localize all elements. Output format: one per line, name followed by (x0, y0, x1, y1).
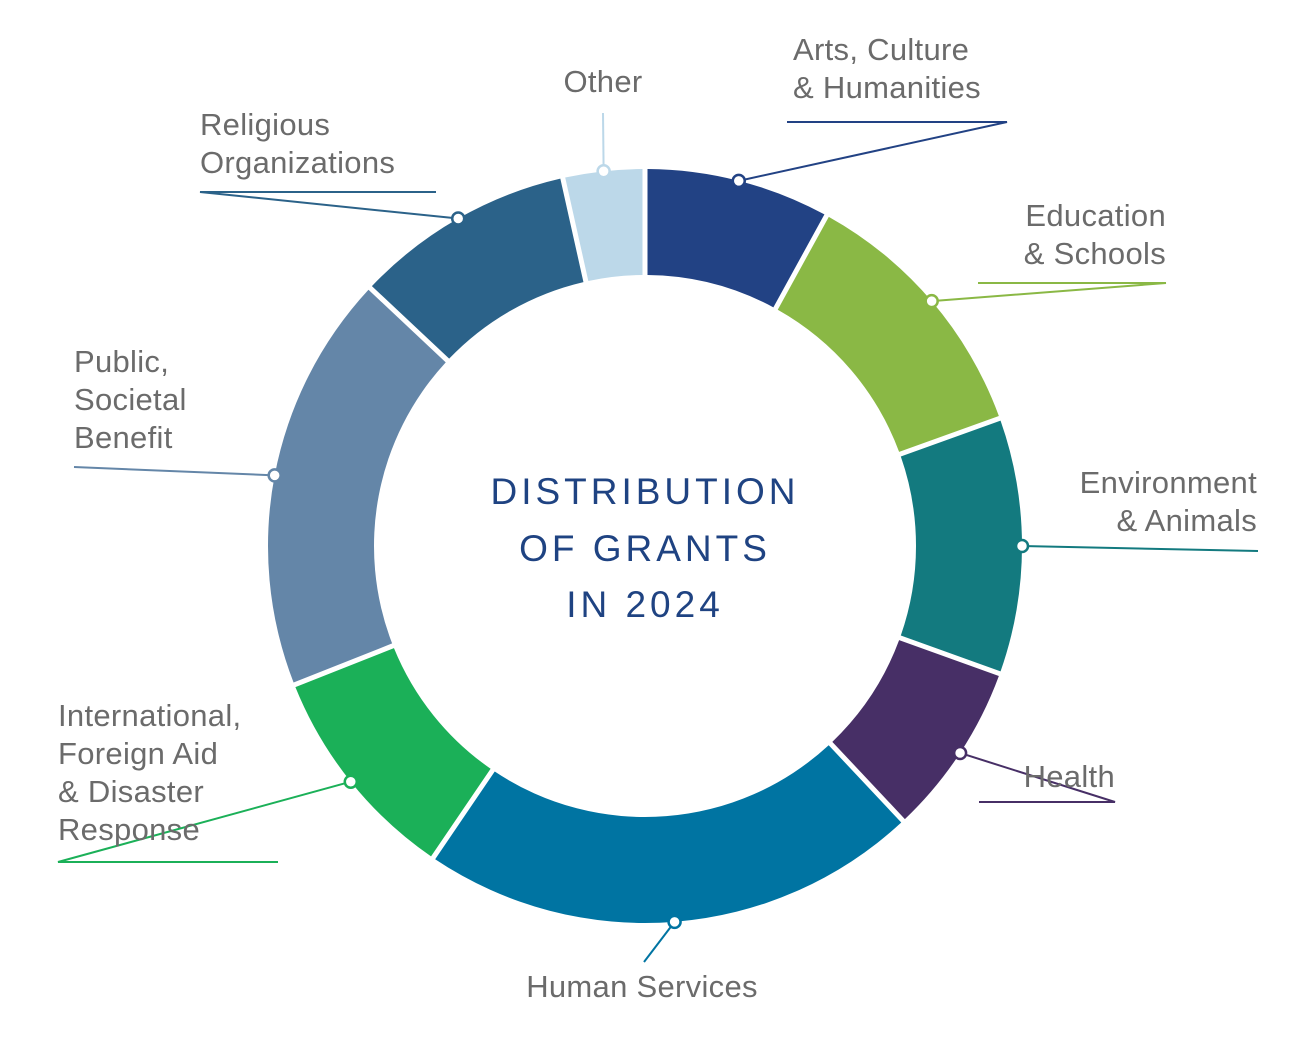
slice-label-1: Education & Schools (1024, 198, 1166, 271)
callout-line-6 (73, 466, 275, 477)
callout-dot-3 (952, 745, 968, 761)
slice-label-8: Other (563, 64, 642, 99)
callout-line-3 (959, 752, 1116, 803)
slice-label-5: International, Foreign Aid & Disaster Respo… (58, 698, 241, 847)
callout-line-1 (931, 282, 1167, 303)
chart-title: DISTRIBUTION OF GRANTS IN 2024 (490, 471, 799, 625)
chart-title-line-2: IN 2024 (566, 584, 724, 625)
callout-line-0 (738, 121, 1008, 182)
callout-dot-8 (596, 164, 611, 179)
slice-label-3: Health (1024, 759, 1115, 794)
callout-dot-6 (267, 468, 282, 483)
slice-5 (295, 648, 491, 857)
donut-ring (267, 169, 1022, 924)
slice-2 (900, 420, 1022, 672)
slice-label-0: Arts, Culture & Humanities (793, 32, 981, 105)
callout-dot-7 (450, 211, 466, 226)
callout-dot-5 (343, 774, 359, 789)
callout-line-4 (643, 921, 676, 963)
slice-6 (267, 289, 446, 683)
callout-dot-2 (1014, 538, 1030, 554)
callout-line-7 (199, 191, 459, 220)
chart-title-line-1: OF GRANTS (519, 528, 771, 569)
callout-dot-4 (667, 914, 682, 930)
callout-dot-0 (731, 173, 747, 189)
slice-label-6: Public, Societal Benefit (74, 344, 187, 455)
slice-1 (777, 216, 999, 452)
slice-3 (832, 640, 999, 820)
callout-dot-1 (924, 293, 939, 309)
slice-7 (371, 178, 584, 359)
chart-title-line-0: DISTRIBUTION (490, 471, 799, 512)
slice-label-4: Human Services (526, 969, 758, 1004)
callout-line-5 (57, 780, 352, 863)
callouts: Arts, Culture & Humanities Education & Scho… (57, 32, 1259, 1004)
slice-label-7: Religious Organizations (200, 107, 395, 180)
callout-line-8 (602, 112, 605, 172)
callout-line-2 (1021, 545, 1259, 552)
slice-label-2: Environment & Animals (1080, 465, 1257, 538)
slice-4 (435, 745, 902, 924)
slice-0 (647, 169, 825, 308)
slice-8 (565, 169, 643, 281)
